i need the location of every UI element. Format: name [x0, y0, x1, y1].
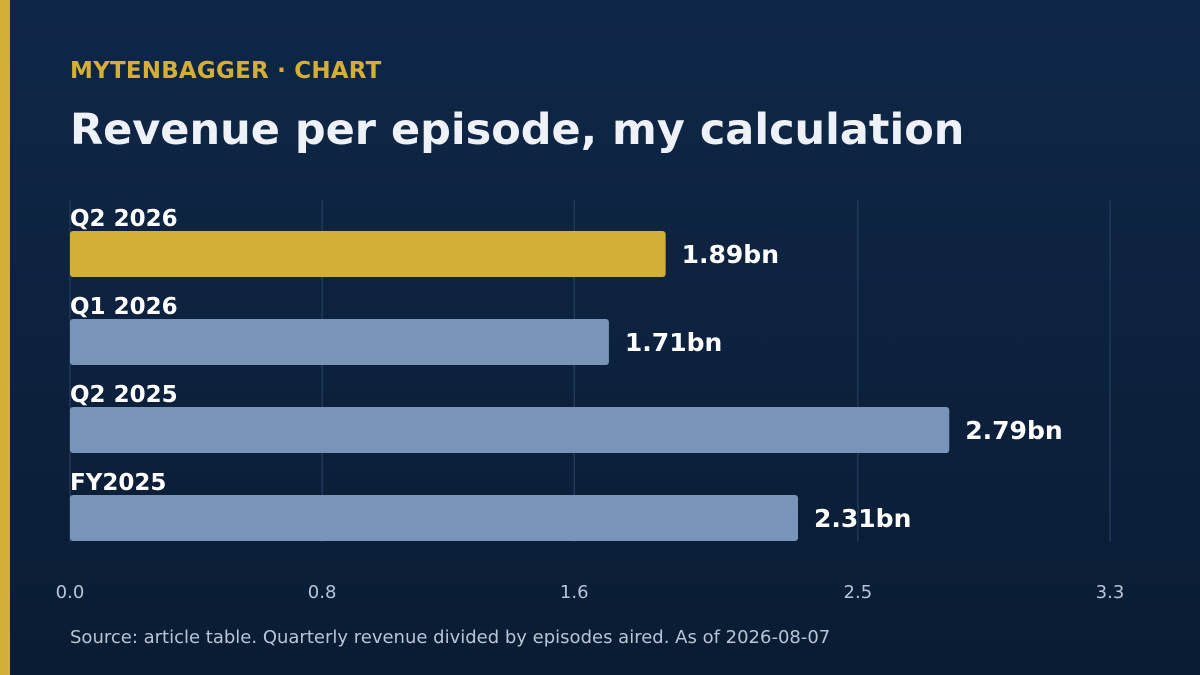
data-label: 2.31bn: [814, 504, 911, 533]
x-tick-label: 1.6: [560, 582, 589, 603]
accent-bar: [0, 0, 10, 675]
kicker: MYTENBAGGER · CHART: [70, 58, 382, 84]
x-tick-label: 3.3: [1096, 582, 1125, 603]
x-axis-ticks: 0.0 0.8 1.6 2.5 3.3: [56, 582, 1125, 603]
bar: [70, 495, 798, 541]
bars: Q2 2026 1.89bn Q1 2026 1.71bn Q2 2025 2.79bn F…: [70, 206, 1063, 541]
data-label: 1.71bn: [625, 328, 722, 357]
x-tick-label: 0.8: [308, 582, 337, 603]
x-tick-label: 2.5: [844, 582, 873, 603]
category-label: Q1 2026: [70, 294, 178, 320]
bar: [70, 407, 950, 453]
data-label: 1.89bn: [682, 240, 779, 269]
chart-title: Revenue per episode, my calculation: [70, 105, 965, 155]
data-label: 2.79bn: [965, 416, 1062, 445]
category-label: Q2 2025: [70, 382, 178, 408]
x-tick-label: 0.0: [56, 582, 85, 603]
category-label: FY2025: [70, 470, 166, 496]
bar: [70, 231, 666, 277]
source-note: Source: article table. Quarterly revenue…: [70, 627, 831, 648]
category-label: Q2 2026: [70, 206, 178, 232]
bar: [70, 319, 609, 365]
